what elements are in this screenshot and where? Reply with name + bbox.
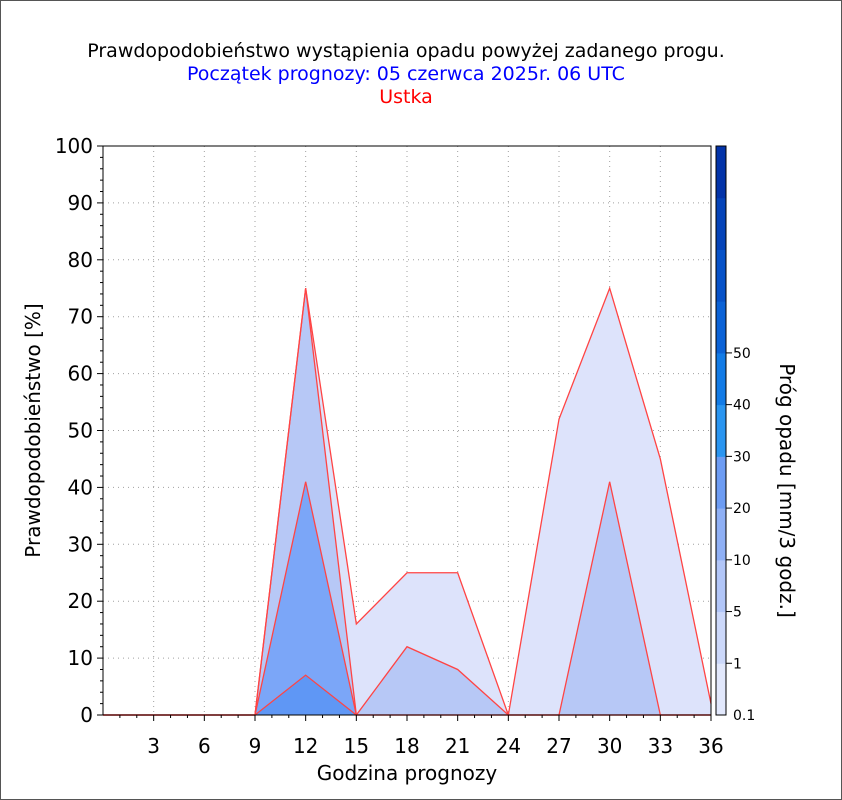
location-subtitle: Ustka [379,86,433,108]
colorbar-band [716,146,726,199]
y-tick-label: 100 [55,134,93,158]
colorbar-label: 30 [733,449,751,465]
colorbar-band [716,456,726,509]
colorbar-band [716,663,726,716]
colorbar-band [716,352,726,406]
y-tick-label: 80 [68,248,93,272]
colorbar-title: Próg opadu [mm/3 godz.] [775,363,799,618]
colorbar-label: 20 [733,501,751,517]
x-tick-label: 6 [198,734,211,758]
colorbar-label: 0.1 [733,708,755,724]
colorbar-label: 1 [733,656,742,672]
y-tick-label: 40 [68,475,93,499]
colorbar-band [716,404,726,457]
colorbar-band [716,508,726,561]
y-tick-label: 60 [68,362,93,386]
x-tick-label: 36 [698,734,723,758]
x-tick-label: 21 [445,734,470,758]
threshold-colorbar: 0.1 1 5 10 20 30 40 50 [715,145,755,724]
x-tick-label: 12 [293,734,318,758]
x-tick-label: 18 [394,734,419,758]
x-tick-label: 30 [597,734,622,758]
colorbar-band [716,249,726,302]
x-tick-label: 3 [147,734,160,758]
area-threshold-0.1 [103,288,711,715]
colorbar-label: 5 [733,605,742,621]
chart-title: Prawdopodobieństwo wystąpienia opadu pow… [87,40,725,62]
colorbar-label: 10 [733,553,751,569]
y-axis-title: Prawdopodobieństwo [%] [21,303,45,557]
y-tick-label: 20 [68,589,93,613]
y-tick-label: 30 [68,532,93,556]
x-axis-title: Godzina prognozy [317,761,498,785]
colorbar-border [715,145,727,716]
x-tick-label: 15 [344,734,369,758]
y-tick-label: 90 [68,191,93,215]
x-tick-label: 27 [546,734,571,758]
y-tick-label: 0 [80,703,93,727]
y-tick-label: 10 [68,646,93,670]
x-tick-label: 24 [496,734,521,758]
x-tick-label: 33 [648,734,673,758]
colorbar-label: 50 [733,346,751,362]
colorbar-band [716,197,726,250]
forecast-start-subtitle: Początek prognozy: 05 czerwca 2025r. 06 … [187,63,625,85]
colorbar-label: 40 [733,398,751,414]
colorbar-band [716,611,726,664]
chart-titles: Prawdopodobieństwo wystąpienia opadu pow… [0,40,812,109]
colorbar-band [716,301,726,354]
y-tick-label: 50 [68,419,93,443]
y-tick-label: 70 [68,305,93,329]
colorbar-band [716,559,726,613]
x-tick-label: 9 [249,734,262,758]
area-threshold-1 [103,288,711,715]
